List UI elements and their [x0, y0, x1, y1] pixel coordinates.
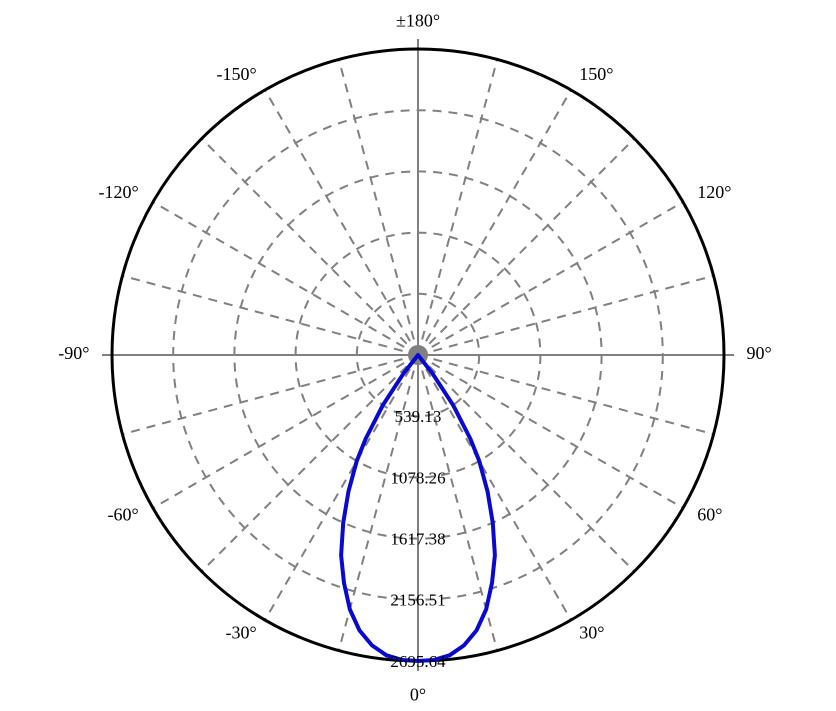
radial-label: 1617.38	[390, 530, 445, 549]
angle-label: 0°	[410, 684, 426, 704]
angle-label: 150°	[579, 64, 613, 84]
angle-label: ±180°	[396, 11, 440, 31]
angle-label: -90°	[58, 343, 89, 363]
radial-label: 2695.64	[390, 652, 446, 671]
radial-label: 1078.26	[390, 468, 445, 487]
angle-label: 60°	[697, 504, 722, 524]
angle-label: -120°	[99, 182, 139, 202]
angle-label: 30°	[579, 622, 604, 642]
polar-chart: 539.13 1078.26 1617.38 2156.51 2695.64 0° 30° 6…	[0, 0, 836, 711]
angle-label: 120°	[697, 182, 731, 202]
angle-label: -30°	[226, 622, 257, 642]
angle-label: -150°	[217, 64, 257, 84]
angle-label: 90°	[747, 343, 772, 363]
radial-label: 2156.51	[390, 591, 445, 610]
angle-label: -60°	[108, 504, 139, 524]
radial-label: 539.13	[395, 407, 442, 426]
